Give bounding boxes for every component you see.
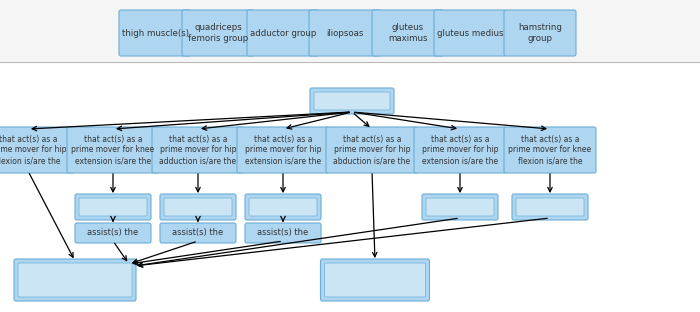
FancyBboxPatch shape [434,10,506,56]
Text: that act(s) as a
prime mover for knee
flexion is/are the: that act(s) as a prime mover for knee fl… [508,135,592,165]
FancyBboxPatch shape [516,198,584,216]
FancyBboxPatch shape [160,223,236,243]
FancyBboxPatch shape [67,127,159,173]
Text: gluteus
maximus: gluteus maximus [389,23,428,43]
FancyBboxPatch shape [237,127,329,173]
FancyBboxPatch shape [504,10,576,56]
Text: iliopsoas: iliopsoas [326,28,364,37]
Text: that act(s) as a
prime mover for hip
extension is/are the: that act(s) as a prime mover for hip ext… [421,135,498,165]
FancyBboxPatch shape [372,10,444,56]
FancyBboxPatch shape [325,263,426,297]
Text: that act(s) as a
prime mover for knee
extension is/are the: that act(s) as a prime mover for knee ex… [71,135,155,165]
FancyBboxPatch shape [18,263,132,297]
FancyBboxPatch shape [504,127,596,173]
Text: that act(s) as a
prime mover for hip
adduction is/are the: that act(s) as a prime mover for hip add… [160,135,237,165]
Text: thigh muscle(s): thigh muscle(s) [122,28,188,37]
Text: hamstring
group: hamstring group [518,23,562,43]
FancyBboxPatch shape [326,127,418,173]
Text: assist(s) the: assist(s) the [258,228,309,237]
FancyBboxPatch shape [160,194,236,220]
FancyBboxPatch shape [14,259,136,301]
FancyBboxPatch shape [309,10,381,56]
Text: that act(s) as a
prime mover for hip
extension is/are the: that act(s) as a prime mover for hip ext… [245,135,321,165]
Text: that act(s) as a
prime mover for hip
flexion is/are the: that act(s) as a prime mover for hip fle… [0,135,66,165]
Bar [0,0,700,62]
Text: assist(s) the: assist(s) the [172,228,223,237]
FancyBboxPatch shape [512,194,588,220]
FancyBboxPatch shape [245,194,321,220]
FancyBboxPatch shape [79,198,147,216]
FancyBboxPatch shape [164,198,232,216]
FancyBboxPatch shape [247,10,319,56]
Text: assist(s) the: assist(s) the [88,228,139,237]
FancyBboxPatch shape [75,194,151,220]
FancyBboxPatch shape [414,127,506,173]
Text: adductor group: adductor group [250,28,316,37]
Text: gluteus medius: gluteus medius [437,28,503,37]
FancyBboxPatch shape [321,259,430,301]
FancyBboxPatch shape [182,10,254,56]
Text: quadriceps
femoris group: quadriceps femoris group [188,23,248,43]
FancyBboxPatch shape [249,198,317,216]
FancyBboxPatch shape [152,127,244,173]
Text: that act(s) as a
prime mover for hip
abduction is/are the: that act(s) as a prime mover for hip abd… [333,135,411,165]
FancyBboxPatch shape [0,127,74,173]
FancyBboxPatch shape [75,223,151,243]
FancyBboxPatch shape [314,92,390,110]
FancyBboxPatch shape [310,88,394,114]
FancyBboxPatch shape [245,223,321,243]
FancyBboxPatch shape [422,194,498,220]
FancyBboxPatch shape [426,198,494,216]
FancyBboxPatch shape [119,10,191,56]
